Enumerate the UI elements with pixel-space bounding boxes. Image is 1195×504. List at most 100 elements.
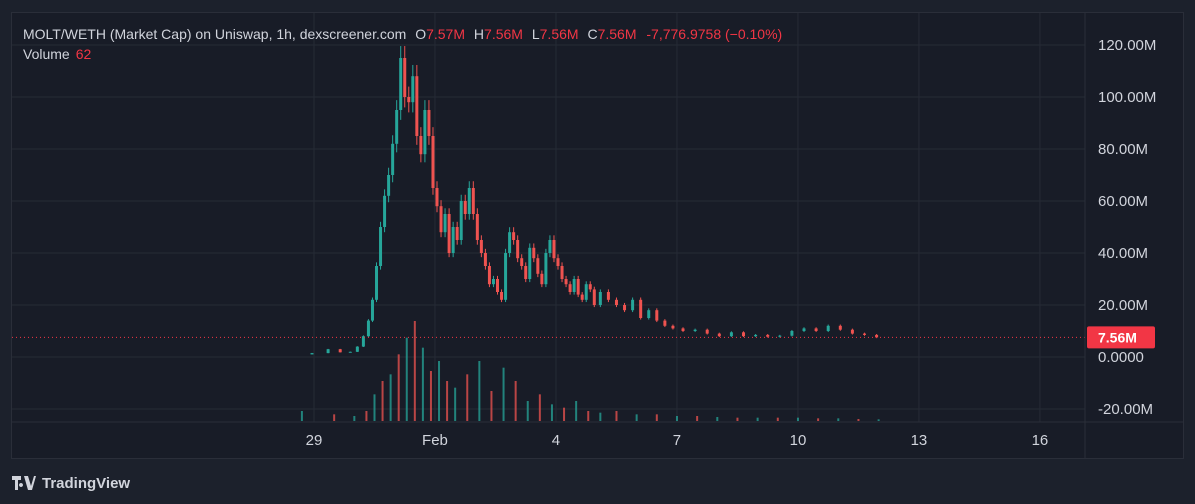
candle-body <box>463 201 467 214</box>
candle-body <box>560 266 564 279</box>
candle-body <box>403 58 407 97</box>
volume-bar <box>454 387 457 421</box>
candle-body <box>742 332 746 337</box>
candle-body <box>639 299 643 318</box>
candle-body <box>705 329 709 334</box>
x-tick-label: 13 <box>911 432 928 449</box>
volume-value: 62 <box>75 46 92 62</box>
candle-body <box>379 227 383 266</box>
volume-bar <box>300 411 303 421</box>
volume-bar <box>857 419 860 421</box>
x-tick-label: 7 <box>673 432 681 449</box>
volume-bar <box>877 419 880 421</box>
price-series <box>310 46 879 355</box>
volume-bars <box>300 321 880 421</box>
candle-body <box>471 188 475 214</box>
candle-body <box>399 58 403 110</box>
candle-body <box>455 227 459 240</box>
candle-body <box>663 320 667 326</box>
y-axis[interactable]: 120.00M 100.00M 80.00M 60.00M 40.00M 20.00M 0.… <box>1098 37 1156 418</box>
volume-bar <box>587 411 590 421</box>
volume-bar <box>696 416 699 421</box>
candle-body <box>548 240 552 253</box>
candle-body <box>717 333 721 337</box>
candle-body <box>814 328 818 331</box>
candle-body <box>556 258 560 266</box>
candle-body <box>580 294 584 300</box>
volume-bar <box>837 418 840 421</box>
volume-bar <box>373 394 376 421</box>
candle-body <box>681 328 685 331</box>
volume-bar <box>575 401 578 421</box>
candle-body <box>826 325 830 331</box>
volume-bar <box>514 381 517 421</box>
volume-bar <box>429 371 432 421</box>
candle-body <box>504 253 508 300</box>
volume-bar <box>353 416 356 421</box>
brand-name: TradingView <box>42 474 131 492</box>
candle-body <box>338 349 342 353</box>
candle-body <box>407 97 411 103</box>
candle-body <box>366 320 370 337</box>
candle-body <box>411 76 415 103</box>
x-tick-label: 16 <box>1032 432 1049 449</box>
candle-body <box>790 331 794 336</box>
candle-body <box>467 188 471 214</box>
candle-body <box>802 328 806 331</box>
volume-bar <box>413 321 416 421</box>
volume-legend: Volume 62 <box>23 44 91 64</box>
volume-bar <box>716 417 719 421</box>
candle-body <box>435 188 439 207</box>
candle-body <box>623 305 627 311</box>
candle-body <box>443 214 447 233</box>
candle-body <box>427 110 431 136</box>
candle-body <box>766 334 770 337</box>
chart-legend: MOLT/WETH (Market Cap) on Uniswap, 1h, d… <box>23 24 782 44</box>
volume-bar <box>502 367 505 421</box>
candle-body <box>588 284 592 290</box>
volume-bar <box>550 404 553 421</box>
candle-body <box>568 284 572 292</box>
candle-body <box>754 334 758 337</box>
candle-body <box>479 240 483 253</box>
candle-body <box>631 299 635 311</box>
volume-bar <box>333 414 336 421</box>
volume-bar <box>756 417 759 421</box>
candle-body <box>729 332 733 337</box>
y-tick-label: 20.00M <box>1098 297 1148 314</box>
volume-bar <box>538 394 541 421</box>
candle-body <box>431 136 435 188</box>
candle-body <box>647 310 651 318</box>
candle-body <box>419 136 423 155</box>
candle-body <box>483 253 487 266</box>
volume-bar <box>446 381 449 421</box>
candle-body <box>592 289 596 305</box>
candle-body <box>598 292 602 305</box>
last-price-badge: 7.56M <box>1087 326 1155 349</box>
volume-label: Volume <box>23 46 70 62</box>
y-tick-label: 100.00M <box>1098 89 1156 106</box>
chart-frame[interactable] <box>11 12 1184 459</box>
open-label: O <box>415 26 427 42</box>
last-price-label: 7.56M <box>1098 329 1137 345</box>
candle-body <box>572 279 576 292</box>
candle-body <box>391 143 395 175</box>
symbol-title: MOLT/WETH (Market Cap) on Uniswap, 1h, d… <box>23 26 407 42</box>
volume-bar <box>817 418 820 421</box>
candle-body <box>512 232 516 240</box>
volume-bar <box>736 417 739 421</box>
candle-body <box>496 279 500 292</box>
tradingview-brand[interactable]: TradingView <box>12 473 130 493</box>
volume-bar <box>776 417 779 421</box>
candle-body <box>375 266 379 300</box>
grid <box>12 13 1085 422</box>
x-axis[interactable]: 29 Feb 4 7 10 13 16 <box>306 432 1049 449</box>
candle-body <box>863 333 867 335</box>
volume-bar <box>490 391 493 421</box>
high-value: 7.56M <box>484 26 523 42</box>
candle-body <box>451 227 455 253</box>
volume-bar <box>599 412 602 421</box>
candle-body <box>475 214 479 240</box>
candle-body <box>447 214 451 253</box>
